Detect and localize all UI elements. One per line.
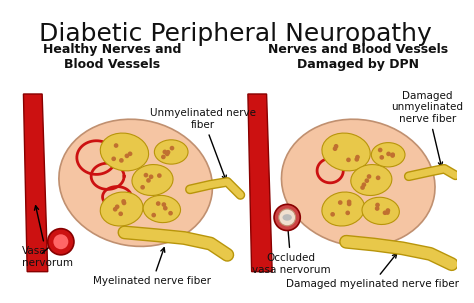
Text: Damaged
unmyelinated
nerve fiber: Damaged unmyelinated nerve fiber (392, 91, 464, 166)
Circle shape (355, 155, 360, 159)
Ellipse shape (155, 140, 188, 164)
Circle shape (163, 206, 168, 211)
Ellipse shape (283, 214, 292, 221)
Text: Unmyelinated nerve
fiber: Unmyelinated nerve fiber (150, 108, 256, 180)
Circle shape (161, 155, 166, 159)
Polygon shape (248, 94, 272, 272)
Circle shape (113, 207, 118, 211)
Circle shape (346, 211, 350, 215)
Ellipse shape (143, 195, 181, 223)
Ellipse shape (362, 197, 400, 225)
Circle shape (355, 157, 359, 162)
Text: Occluded
vasa nervorum: Occluded vasa nervorum (252, 224, 330, 275)
Circle shape (383, 210, 387, 215)
Circle shape (146, 178, 151, 183)
Circle shape (163, 150, 167, 154)
Text: Healthy Nerves and
Blood Vessels: Healthy Nerves and Blood Vessels (43, 44, 182, 72)
Circle shape (115, 205, 119, 209)
Circle shape (140, 185, 145, 190)
Circle shape (376, 175, 381, 180)
Circle shape (375, 206, 380, 211)
Ellipse shape (322, 133, 370, 171)
Circle shape (54, 234, 68, 249)
Circle shape (334, 144, 338, 148)
Circle shape (157, 173, 162, 178)
Circle shape (149, 175, 154, 179)
Ellipse shape (351, 165, 392, 195)
Text: Vasa
nervorum: Vasa nervorum (22, 206, 73, 268)
Circle shape (367, 174, 371, 179)
Circle shape (347, 201, 351, 206)
Circle shape (119, 158, 124, 163)
Ellipse shape (132, 165, 173, 195)
Circle shape (114, 143, 118, 148)
Text: Diabetic Peripheral Neuropathy: Diabetic Peripheral Neuropathy (39, 22, 432, 46)
Circle shape (378, 148, 383, 152)
Circle shape (128, 152, 132, 156)
Circle shape (125, 154, 129, 158)
Circle shape (274, 204, 300, 231)
Circle shape (375, 203, 380, 207)
Circle shape (385, 208, 390, 213)
Circle shape (165, 152, 170, 156)
Circle shape (121, 199, 126, 204)
Circle shape (151, 213, 156, 218)
Ellipse shape (282, 119, 435, 246)
Ellipse shape (100, 133, 149, 171)
Circle shape (279, 209, 296, 226)
Circle shape (362, 182, 366, 187)
Circle shape (385, 210, 390, 215)
Circle shape (338, 200, 343, 205)
Text: Nerves and Blood Vessels
Damaged by DPN: Nerves and Blood Vessels Damaged by DPN (268, 44, 448, 72)
Circle shape (346, 158, 351, 162)
Ellipse shape (322, 192, 365, 226)
Circle shape (390, 153, 395, 158)
Circle shape (360, 185, 365, 190)
Circle shape (379, 155, 384, 160)
Circle shape (168, 211, 173, 215)
Circle shape (170, 146, 174, 151)
Ellipse shape (100, 192, 143, 226)
Circle shape (118, 211, 123, 216)
Polygon shape (23, 94, 48, 272)
Text: Myelinated nerve fiber: Myelinated nerve fiber (93, 248, 211, 286)
Circle shape (166, 150, 170, 155)
Circle shape (48, 229, 74, 255)
Circle shape (347, 199, 351, 204)
Circle shape (333, 146, 337, 151)
Circle shape (386, 152, 391, 156)
Ellipse shape (371, 143, 405, 167)
Circle shape (162, 202, 166, 207)
Circle shape (111, 156, 116, 161)
Circle shape (122, 201, 127, 205)
Circle shape (144, 173, 148, 178)
Text: Damaged myelinated nerve fiber: Damaged myelinated nerve fiber (286, 254, 459, 289)
Circle shape (330, 212, 335, 217)
Circle shape (391, 152, 395, 157)
Ellipse shape (59, 119, 212, 246)
Circle shape (156, 201, 161, 206)
Circle shape (365, 178, 369, 183)
